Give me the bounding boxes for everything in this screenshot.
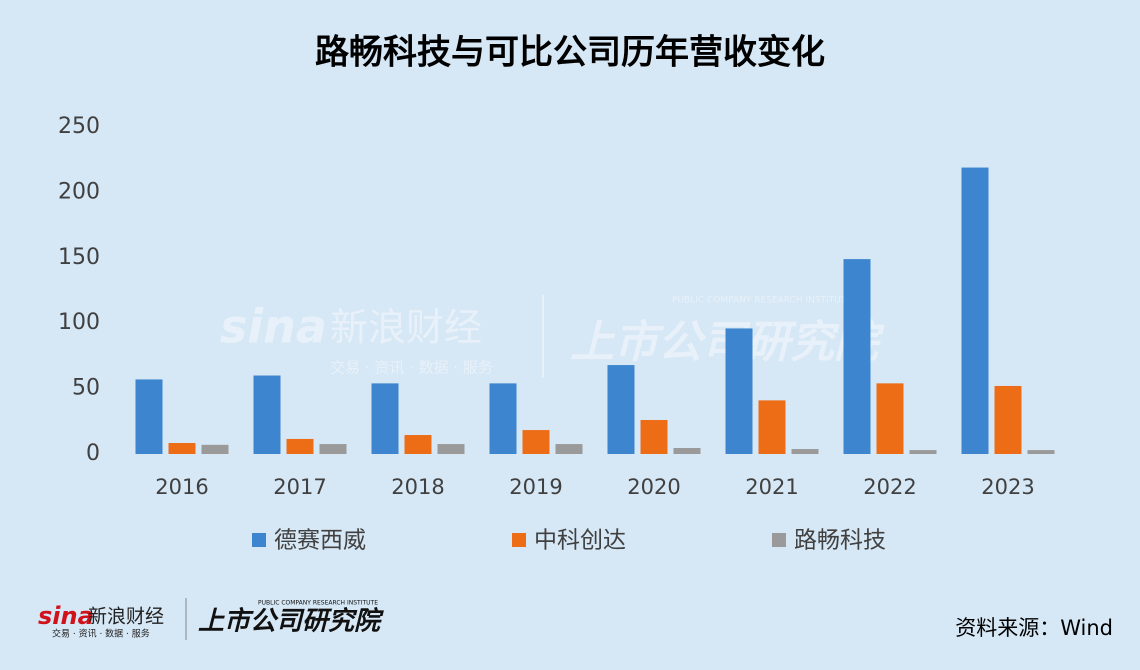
legend-label: 中科创达 bbox=[534, 528, 626, 554]
bar bbox=[404, 435, 432, 454]
y-tick-label: 100 bbox=[58, 310, 100, 335]
x-tick-label: 2023 bbox=[981, 475, 1034, 499]
bar bbox=[489, 383, 517, 454]
footer-institute-en: PUBLIC COMPANY RESEARCH INSTITUTE bbox=[258, 600, 378, 607]
x-tick-label: 2022 bbox=[863, 475, 916, 499]
bar bbox=[437, 444, 465, 454]
bar bbox=[961, 167, 989, 454]
x-tick-label: 2018 bbox=[391, 475, 444, 499]
bar bbox=[876, 383, 904, 454]
bar bbox=[673, 447, 701, 454]
bar bbox=[791, 449, 819, 454]
footer-name: 新浪财经 bbox=[88, 606, 164, 628]
bar bbox=[371, 383, 399, 454]
footer-logo: sina 新浪财经 交易 · 资讯 · 数据 · 服务 上市公司研究院 PUBL… bbox=[38, 598, 384, 640]
bar bbox=[725, 328, 753, 454]
bar bbox=[286, 438, 314, 454]
legend-label: 路畅科技 bbox=[794, 528, 886, 554]
bar bbox=[168, 443, 196, 454]
bar bbox=[522, 430, 550, 454]
legend-label: 德赛西威 bbox=[274, 528, 366, 554]
x-tick-label: 2020 bbox=[627, 475, 680, 499]
footer-slogan: 交易 · 资讯 · 数据 · 服务 bbox=[52, 628, 150, 640]
legend-swatch bbox=[252, 533, 266, 547]
y-tick-label: 50 bbox=[72, 376, 100, 401]
x-tick-label: 2019 bbox=[509, 475, 562, 499]
watermark-slogan: 交易 · 资讯 · 数据 · 服务 bbox=[330, 359, 493, 377]
x-tick-label: 2017 bbox=[273, 475, 326, 499]
footer-institute: 上市公司研究院 bbox=[198, 607, 384, 637]
watermark-name: 新浪财经 bbox=[330, 306, 482, 350]
bar bbox=[1027, 450, 1055, 454]
bar bbox=[555, 444, 583, 454]
watermark-sina: sina bbox=[220, 300, 327, 354]
bar bbox=[994, 385, 1022, 454]
bar bbox=[607, 365, 635, 454]
x-tick-label: 2016 bbox=[155, 475, 208, 499]
y-tick-label: 200 bbox=[58, 179, 100, 204]
watermark-institute-en: PUBLIC COMPANY RESEARCH INSTITUTE bbox=[672, 296, 852, 306]
bar bbox=[253, 375, 281, 454]
bar bbox=[319, 444, 347, 454]
footer-sina: sina bbox=[38, 602, 94, 630]
bar bbox=[135, 379, 163, 454]
bar bbox=[201, 444, 229, 454]
bar bbox=[640, 419, 668, 454]
y-tick-label: 150 bbox=[58, 245, 100, 270]
bar bbox=[758, 400, 786, 454]
bar bbox=[843, 259, 871, 454]
y-tick-label: 250 bbox=[58, 114, 100, 139]
legend-swatch bbox=[772, 533, 786, 547]
chart-title: 路畅科技与可比公司历年营收变化 bbox=[315, 33, 825, 73]
bar bbox=[909, 450, 937, 454]
y-tick-label: 0 bbox=[86, 441, 100, 466]
x-tick-label: 2021 bbox=[745, 475, 798, 499]
legend-swatch bbox=[512, 533, 526, 547]
source-note: 资料来源：Wind bbox=[955, 616, 1113, 640]
